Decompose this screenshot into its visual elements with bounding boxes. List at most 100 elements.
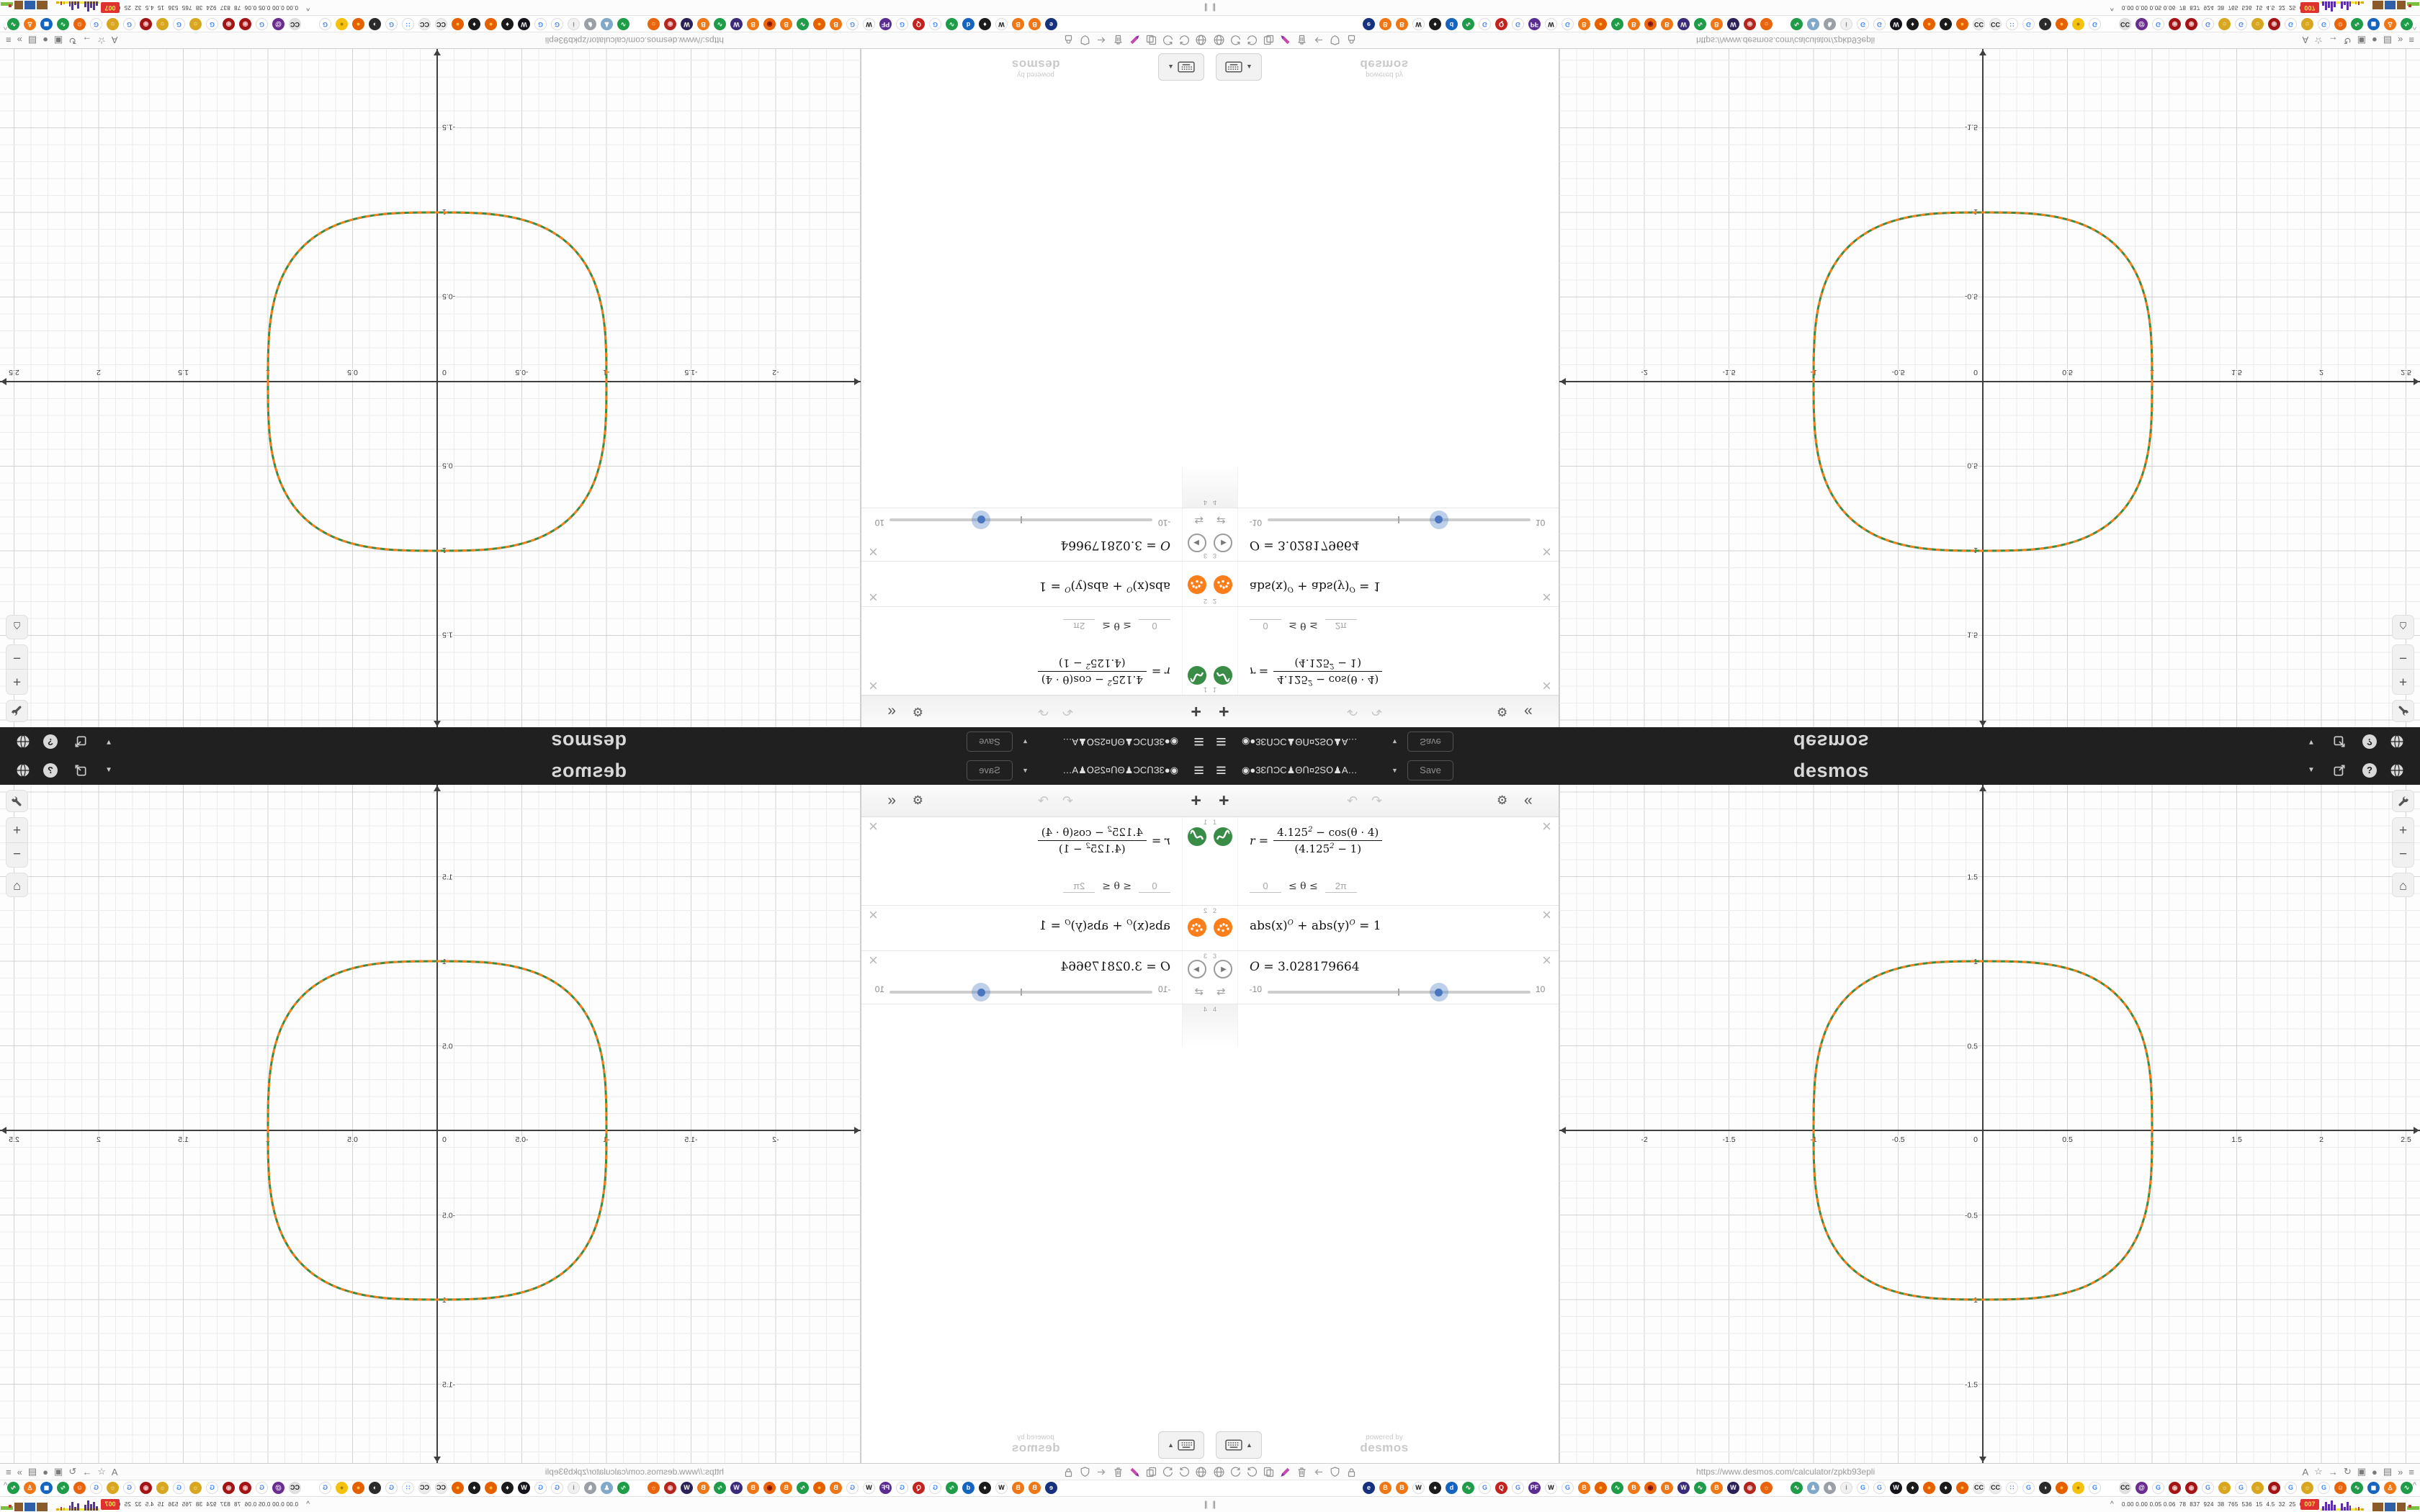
favicon[interactable]: i [568,18,580,30]
tray-caret-icon[interactable]: ^ [2110,4,2114,12]
favicon[interactable]: W [518,18,530,30]
trash-icon[interactable] [1112,1466,1124,1478]
history-back-icon[interactable] [1178,34,1191,46]
taskbar-widget-brown[interactable] [2372,1503,2383,1511]
favicon[interactable]: ◉ [140,1482,152,1494]
taskbar-widget-blue[interactable] [24,1,35,9]
favicon[interactable]: ∿ [1791,1482,1803,1494]
favicon[interactable]: W [681,18,693,30]
collapse-panel-icon[interactable]: « [1524,792,1533,809]
favicon[interactable]: CC [1989,1482,2002,1494]
favicon[interactable]: G [846,1482,859,1494]
favicon[interactable]: G [2202,1482,2214,1494]
arrow-icon[interactable]: → [82,35,92,46]
favicon[interactable]: CC [435,1482,447,1494]
favicon[interactable]: B [1628,18,1640,30]
favicon[interactable]: ◉ [140,18,152,30]
taskbar-widget-green-strip[interactable] [2407,2,2419,7]
favicon[interactable]: B [1661,18,1673,30]
favicon[interactable]: ◉ [2185,18,2197,30]
keyboard-toggle-button[interactable]: ▲ [1158,53,1204,81]
reload-icon[interactable]: ↻ [68,1466,77,1477]
undo-icon[interactable]: ↶ [1347,704,1358,719]
favicon[interactable]: ♞ [1824,1482,1836,1494]
favicon[interactable]: G [319,1482,331,1494]
favicon[interactable]: ♟ [1807,1482,1819,1494]
favicon[interactable]: ♦ [1940,18,1952,30]
arrow-icon[interactable]: → [2328,1466,2338,1477]
favicon[interactable]: B [1661,1482,1673,1494]
account-caret-icon[interactable]: ▼ [2308,738,2315,746]
favicon[interactable]: G [123,1482,135,1494]
favicon[interactable]: ♙ [24,1482,36,1494]
slider-loop-mode-icon[interactable]: ⇄ [1216,514,1226,526]
favicon[interactable]: ◉ [2268,18,2280,30]
status-badge[interactable]: 007 [101,2,120,13]
favicon[interactable]: B [1396,18,1408,30]
marker-pen-icon[interactable] [1279,34,1291,46]
favicon[interactable]: ∿ [57,18,69,30]
default-view-home-button[interactable]: ⌂ [2392,873,2414,897]
add-expression-button[interactable]: + [1191,791,1201,811]
favicon[interactable]: G [896,1482,908,1494]
favicon[interactable]: ∿ [1611,18,1623,30]
favicon[interactable]: ∿ [617,1482,629,1494]
favicon[interactable]: G [1512,1482,1524,1494]
favicon[interactable]: G [1512,18,1524,30]
translate-icon[interactable]: A [2302,1466,2309,1477]
favicon[interactable]: B [1012,18,1024,30]
profile-dot-icon[interactable]: ● [2372,35,2378,46]
slider-min-label[interactable]: -10 [1249,518,1262,528]
expression-row-4-empty[interactable]: 4 [1210,1004,1559,1046]
taskbar-widget-brown2[interactable] [2397,1,2406,9]
favicon[interactable]: ◉ [1744,1482,1756,1494]
favicon[interactable]: W [1890,1482,1902,1494]
lock-icon[interactable] [1345,1466,1358,1478]
favicon[interactable]: ∿ [1694,18,1706,30]
history-back-icon[interactable] [1178,1466,1191,1478]
graph-title[interactable]: ◉●3ƐՈƆC♟ΘՈ¤2SՕ♟A… [1242,765,1358,775]
edit-list-gear-icon[interactable]: ⚙ [1497,705,1508,719]
favicon[interactable]: G [551,18,563,30]
globe-account-icon[interactable] [2390,734,2404,749]
graph-title[interactable]: ◉●3ƐՈƆC♟ΘՈ¤2SՕ♟A… [1062,737,1178,747]
translate-icon[interactable]: A [2302,35,2309,46]
favicon[interactable]: G [206,18,218,30]
expression-row-3[interactable]: 3 ▶ ⇄ O = 3.028179664 -10 10 × [861,951,1210,1004]
taskbar-widget-brown2[interactable] [2397,1503,2406,1511]
favicon[interactable]: Q [913,18,925,30]
favicon[interactable]: G [2152,1482,2164,1494]
favicon[interactable]: G [1561,1482,1574,1494]
collapse-panel-icon[interactable]: « [1524,703,1533,720]
tray-caret-icon[interactable]: ^ [306,4,310,12]
favicon[interactable]: ◑ [2039,18,2051,30]
favicon[interactable]: ☼ [2218,1482,2231,1494]
favicon[interactable]: G [551,1482,563,1494]
marker-pen-icon[interactable] [1129,34,1141,46]
favicon[interactable]: ∿ [797,1482,809,1494]
arrow-icon[interactable]: → [82,1466,92,1477]
expression-row-1[interactable]: 1 r = 4.1252 − cos(θ · 4) (4.1252 − 1) [861,606,1210,695]
expression-row-4-empty[interactable]: 4 [861,1004,1210,1046]
favicon[interactable]: ☼ [107,1482,119,1494]
frame-icon[interactable]: ▣ [2357,35,2367,46]
favicon[interactable]: @ [2136,18,2148,30]
implicit-equation[interactable]: abs(x)O + abs(y)O = 1 [1250,919,1381,933]
favicon[interactable]: ♦ [1429,18,1441,30]
favicon[interactable]: i [568,1482,580,1494]
translate-icon[interactable]: A [111,35,118,46]
graph-settings-wrench-button[interactable] [2392,700,2414,722]
frame-icon[interactable]: ▣ [53,1466,63,1477]
delete-expression-icon[interactable]: × [1542,951,1551,969]
favicon[interactable]: ∿ [2351,18,2363,30]
graph-svg[interactable]: -2-1.5-1-0.50.511.522.5-1.5-1-0.50.511.5… [0,49,861,727]
favicon[interactable]: ◉ [2268,1482,2280,1494]
history-back-icon[interactable] [1229,34,1242,46]
favicon[interactable]: ☼ [189,18,202,30]
back-arrow-icon[interactable] [1312,34,1325,46]
domain-min-field[interactable]: 0 [1250,881,1281,893]
favicon[interactable]: Q [1495,18,1507,30]
favicon[interactable]: W [681,1482,693,1494]
domain-max-field[interactable]: 2π [1325,881,1357,893]
